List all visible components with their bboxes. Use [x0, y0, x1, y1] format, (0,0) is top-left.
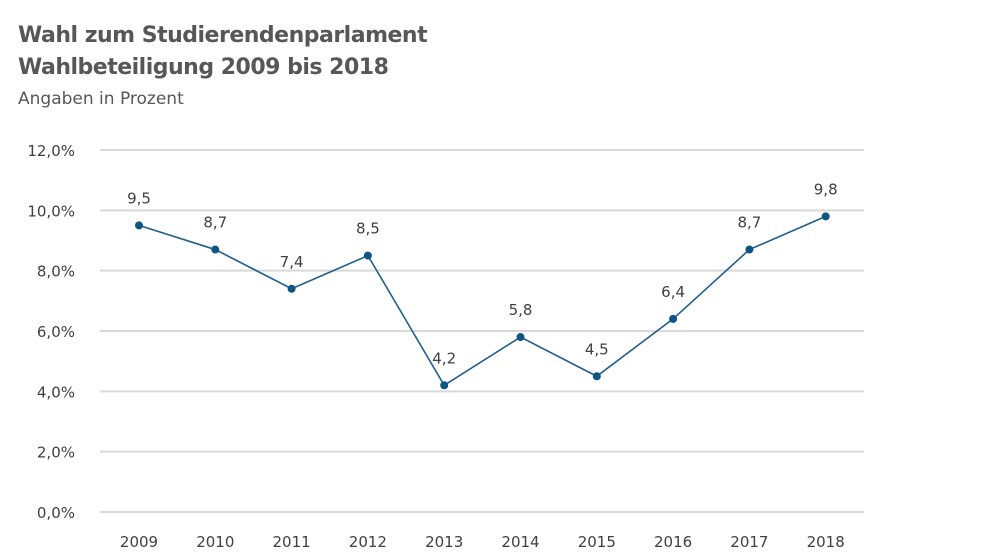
chart-title-line-1: Wahl zum Studierendenparlament	[18, 23, 428, 48]
data-label: 8,7	[203, 214, 227, 232]
x-tick-label: 2014	[501, 533, 539, 551]
data-point	[821, 212, 830, 221]
data-label: 5,8	[509, 301, 533, 319]
x-tick-label: 2015	[578, 533, 616, 551]
data-label: 9,8	[814, 180, 838, 198]
data-label: 9,5	[127, 189, 151, 207]
x-tick-label: 2010	[196, 533, 234, 551]
y-tick-label: 2,0%	[37, 444, 75, 462]
series-line	[138, 215, 827, 387]
y-tick-label: 8,0%	[37, 263, 75, 281]
x-tick-label: 2016	[654, 533, 692, 551]
x-tick-label: 2012	[349, 533, 387, 551]
x-tick-label: 2018	[807, 533, 845, 551]
data-point	[669, 314, 678, 323]
data-point	[135, 221, 143, 230]
x-tick-label: 2017	[730, 533, 768, 551]
y-tick-label: 10,0%	[27, 202, 75, 220]
data-point	[440, 381, 449, 390]
x-tick-label: 2013	[425, 533, 463, 551]
data-label: 7,4	[280, 253, 304, 271]
data-label: 4,5	[585, 340, 609, 358]
data-point	[287, 284, 296, 293]
x-tick-label: 2011	[273, 533, 311, 551]
chart-subtitle: Angaben in Prozent	[18, 89, 184, 109]
chart-title-line-2: Wahlbeteiligung 2009 bis 2018	[18, 55, 389, 80]
data-point	[211, 245, 220, 254]
chart-title: Wahl zum Studierendenparlament Wahlbetei…	[18, 20, 428, 84]
data-point	[592, 372, 601, 381]
data-label: 6,4	[661, 283, 685, 301]
y-tick-label: 12,0%	[27, 142, 75, 160]
data-label: 4,2	[432, 349, 456, 367]
data-label: 8,5	[356, 220, 380, 238]
data-point	[516, 333, 525, 342]
x-tick-label: 2009	[120, 533, 158, 551]
y-tick-label: 4,0%	[37, 383, 75, 401]
y-tick-label: 0,0%	[37, 504, 75, 522]
y-tick-label: 6,0%	[37, 323, 75, 341]
data-label: 8,7	[737, 214, 761, 232]
data-point	[363, 251, 372, 260]
data-point	[745, 245, 754, 254]
